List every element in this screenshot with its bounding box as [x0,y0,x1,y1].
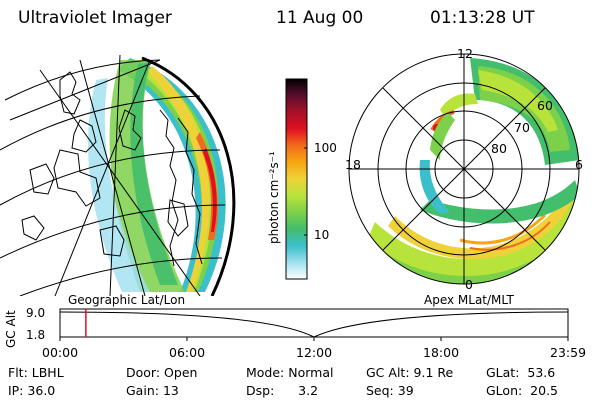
polar-plot [348,53,580,285]
info-seq-label: Seq: [366,383,394,398]
observation-time: 01:13:28 UT [430,8,535,28]
auroral-oval-polar [350,58,579,284]
geographic-caption: Geographic Lat/Lon [68,293,186,307]
timeline-ticks [59,337,569,341]
info-gain-label: Gain: [126,383,159,398]
mlt-label-0: 0 [465,277,473,292]
info-glon-value: 20.5 [530,383,559,398]
timeline-panel [59,308,569,341]
coastlines [21,71,203,267]
info-door-label: Door: [126,365,161,380]
mlt-label-18: 18 [345,157,361,172]
auroral-band-geographic [88,58,226,292]
colorbar-label-100: 100 [314,141,337,155]
info-seq: Seq: 39 [366,383,414,398]
colorbar-unit-label: photon cm⁻²s⁻¹ [267,151,281,244]
info-dsp: Dsp: 3.2 [246,383,318,398]
info-glat-label: GLat: [486,365,520,380]
info-flt-value: LBHL [31,365,64,380]
info-ip-label: IP: [8,383,24,398]
timeline-x-label-0600: 06:00 [169,345,206,360]
colorbar [285,78,308,280]
info-ip: IP: 36.0 [8,383,55,398]
info-flt-label: Flt: [8,365,28,380]
polar-grid [348,53,580,285]
instrument-title: Ultraviolet Imager [18,8,172,28]
info-flt: Flt: LBHL [8,365,64,380]
mlt-label-6: 6 [575,157,583,172]
info-glon: GLon: 20.5 [486,383,558,398]
info-gc-alt-label: GC Alt: [366,365,410,380]
timeline-y-label-min: 1.8 [26,328,46,342]
info-dsp-label: Dsp: [246,383,275,398]
geographic-map [0,54,236,296]
info-door-value: Open [164,365,198,380]
observation-date: 11 Aug 00 [276,8,364,28]
timeline-x-label-1800: 18:00 [423,345,460,360]
info-glon-label: GLon: [486,383,523,398]
info-mode: Mode: Normal [246,365,334,380]
timeline-x-label-1200: 12:00 [296,345,333,360]
info-seq-value: 39 [397,383,414,398]
earth-limb [141,56,236,296]
info-gc-alt-value: 9.1 Re [413,365,454,380]
info-glat: GLat: 53.6 [486,365,555,380]
info-ip-value: 36.0 [27,383,56,398]
mlat-label-80: 80 [491,141,507,156]
lat-lon-grid [0,54,226,296]
timeline-axis-label: GC Alt [4,310,18,348]
colorbar-label-10: 10 [314,228,330,242]
info-gain-value: 13 [162,383,179,398]
mlat-label-60: 60 [537,98,553,113]
info-glat-value: 53.6 [527,365,556,380]
info-dsp-value: 3.2 [298,383,319,398]
mlt-label-12: 12 [457,46,473,61]
timeline-y-label-max: 9.0 [26,306,46,320]
info-door: Door: Open [126,365,197,380]
mlt-line-diagonal-b [382,87,546,251]
mlat-label-70: 70 [514,120,530,135]
timeline-x-label-0000: 00:00 [42,345,79,360]
info-gc-alt: GC Alt: 9.1 Re [366,365,453,380]
apex-caption: Apex MLat/MLT [424,293,514,307]
info-mode-value: Normal [288,365,334,380]
timeline-x-label-2359: 23:59 [550,345,587,360]
info-mode-label: Mode: [246,365,285,380]
info-gain: Gain: 13 [126,383,179,398]
